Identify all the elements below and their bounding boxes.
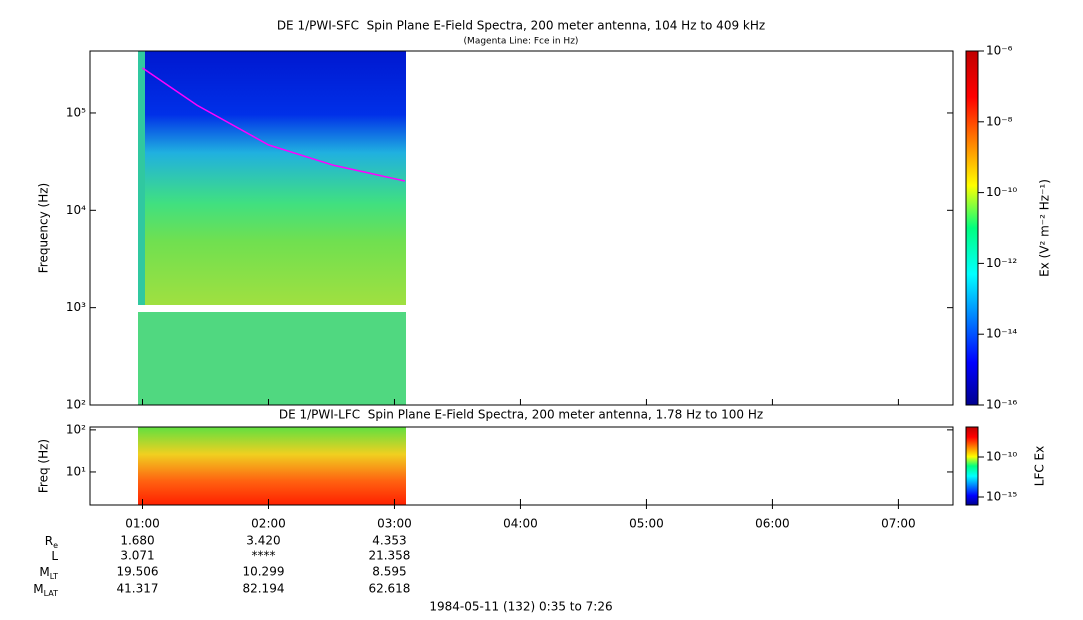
- plot-frame: [89, 426, 954, 506]
- y-tick-label: 10²: [66, 422, 86, 436]
- colorbar-tick-label: 10⁻¹⁵: [986, 489, 1017, 503]
- y-tick-label: 10²: [66, 398, 86, 412]
- spectrogram-image: [138, 51, 145, 305]
- x-tick-label: 02:00: [251, 517, 286, 531]
- ephemeris-value: 19.506: [116, 565, 158, 579]
- ephemeris-name: M: [39, 565, 49, 579]
- colorbar: [965, 426, 979, 506]
- x-tick-label: 06:00: [755, 517, 790, 531]
- y-tick-label: 10⁴: [66, 203, 86, 217]
- y-tick-label: 10³: [66, 300, 86, 314]
- ephemeris-name: R: [45, 534, 53, 548]
- ephemeris-sub: e: [53, 541, 58, 550]
- colorbar-tick-label: 10⁻⁸: [986, 114, 1013, 128]
- ephemeris-value: 82.194: [242, 582, 284, 596]
- ephemeris-value: 3.071: [120, 549, 154, 563]
- ephemeris-value: ****: [251, 549, 275, 563]
- colorbar-tick-label: 10⁻¹⁰: [986, 185, 1017, 199]
- ephemeris-label: L: [51, 549, 58, 563]
- fce-line: [142, 67, 406, 182]
- ephemeris-sub: LT: [50, 572, 58, 581]
- x-tick-label: 07:00: [881, 517, 916, 531]
- ephemeris-value: 1.680: [120, 534, 154, 548]
- spectrogram-image: [138, 51, 406, 305]
- ephemeris-value: 3.420: [246, 534, 280, 548]
- x-tick-label: 04:00: [503, 517, 538, 531]
- spectrogram-image: [138, 312, 406, 405]
- colorbar-label: LFC Ex: [1033, 446, 1047, 486]
- ephemeris-value: 41.317: [116, 582, 158, 596]
- colorbar-tick-label: 10⁻⁶: [986, 44, 1013, 58]
- ephemeris-value: 10.299: [242, 565, 284, 579]
- spectrogram-image: [138, 427, 406, 505]
- y-tick-label: 10¹: [66, 464, 86, 478]
- ephemeris-sub: LAT: [44, 589, 58, 598]
- x-tick-label: 01:00: [125, 517, 160, 531]
- chart-subtitle: (Magenta Line: Fce in Hz): [464, 37, 579, 47]
- ephemeris-label: MLAT: [33, 582, 58, 598]
- ephemeris-value: 4.353: [372, 534, 406, 548]
- x-tick-label: 03:00: [377, 517, 412, 531]
- chart-title: DE 1/PWI-SFC Spin Plane E-Field Spectra,…: [277, 19, 765, 33]
- y-tick-label: 10⁵: [66, 105, 86, 119]
- colorbar-tick-label: 10⁻¹⁰: [986, 449, 1017, 463]
- ephemeris-value: 21.358: [368, 549, 410, 563]
- ephemeris-value: 8.595: [372, 565, 406, 579]
- colorbar: [965, 50, 979, 406]
- plot-frame: [89, 50, 954, 406]
- ephemeris-name: L: [51, 549, 58, 563]
- ephemeris-label: MLT: [39, 565, 58, 581]
- ephemeris-name: M: [33, 582, 43, 596]
- y-axis-label: Frequency (Hz): [37, 183, 51, 274]
- colorbar-tick-label: 10⁻¹⁶: [986, 398, 1017, 412]
- footer: 1984-05-11 (132) 0:35 to 7:26: [429, 600, 612, 614]
- ephemeris-label: Re: [45, 534, 58, 550]
- chart-title: DE 1/PWI-LFC Spin Plane E-Field Spectra,…: [279, 408, 763, 422]
- colorbar-tick-label: 10⁻¹²: [986, 256, 1017, 270]
- colorbar-tick-label: 10⁻¹⁴: [986, 327, 1017, 341]
- x-tick-label: 05:00: [629, 517, 664, 531]
- y-axis-label: Freq (Hz): [37, 439, 51, 493]
- ephemeris-value: 62.618: [368, 582, 410, 596]
- colorbar-label: Ex (V² m⁻² Hz⁻¹): [1038, 179, 1052, 277]
